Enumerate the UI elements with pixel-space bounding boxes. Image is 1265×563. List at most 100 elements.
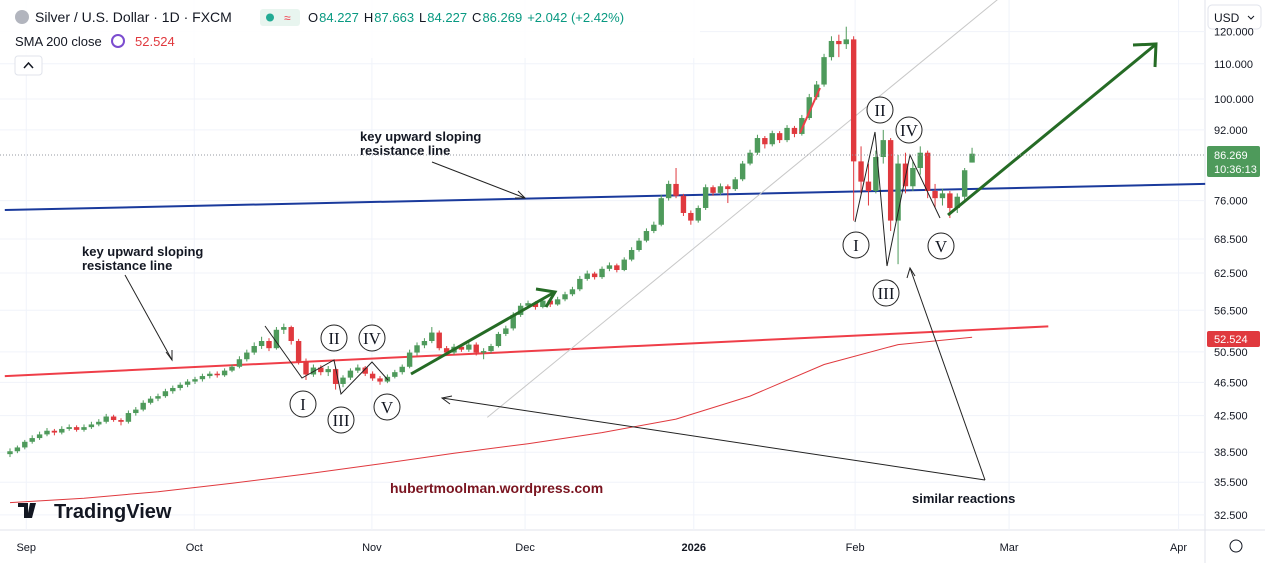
candle-body bbox=[932, 190, 938, 199]
brand: TradingView bbox=[54, 501, 172, 523]
x-tick-label: Oct bbox=[186, 542, 203, 554]
wave-label: II bbox=[874, 101, 886, 120]
candle-body bbox=[643, 231, 650, 241]
candle-body bbox=[532, 303, 539, 308]
candle-body bbox=[961, 170, 968, 197]
y-tick-label: 42.500 bbox=[1214, 411, 1248, 423]
candle-body bbox=[673, 183, 679, 196]
candle-body bbox=[591, 273, 598, 278]
candle-body bbox=[540, 300, 546, 308]
candle-body bbox=[199, 376, 206, 380]
wave-label: III bbox=[878, 284, 895, 303]
candle-body bbox=[939, 193, 946, 199]
countdown: 10:36:13 bbox=[1214, 164, 1257, 176]
x-tick-label: Nov bbox=[362, 542, 382, 554]
candle-body bbox=[887, 140, 894, 221]
candle-body bbox=[688, 212, 694, 221]
currency-button[interactable] bbox=[1207, 4, 1262, 30]
candle-body bbox=[665, 183, 672, 199]
x-tick-label: Apr bbox=[1170, 542, 1187, 554]
candle-body bbox=[843, 39, 849, 45]
candle-body bbox=[828, 40, 835, 58]
candle-body bbox=[636, 240, 642, 251]
wave-circle bbox=[327, 406, 355, 434]
candle-body bbox=[59, 428, 65, 433]
candle-body bbox=[347, 370, 354, 378]
candle-body bbox=[910, 167, 916, 187]
wave-line bbox=[264, 325, 389, 396]
candle-body bbox=[821, 57, 827, 85]
candle-body bbox=[303, 361, 309, 375]
candle-body bbox=[340, 377, 346, 384]
candle-body bbox=[754, 138, 761, 153]
wave-circle bbox=[320, 324, 348, 352]
wave-circle bbox=[289, 390, 317, 418]
candle-body bbox=[525, 303, 531, 306]
candle-body bbox=[895, 163, 901, 221]
indicator-icon bbox=[111, 34, 125, 48]
ohlc-label: H bbox=[364, 10, 373, 25]
green-arrow-head bbox=[1132, 42, 1158, 68]
wave-circle bbox=[373, 393, 401, 421]
wave-label: IV bbox=[900, 121, 919, 140]
candle-body bbox=[584, 273, 590, 279]
trend-segment bbox=[799, 87, 821, 134]
wave-circle bbox=[927, 232, 955, 260]
y-tick-label: 62.500 bbox=[1214, 268, 1248, 280]
candle-body bbox=[14, 447, 21, 452]
candle-body bbox=[244, 352, 250, 360]
candle-body bbox=[147, 398, 154, 403]
candle-body bbox=[762, 138, 768, 145]
indicator-value: 52.524 bbox=[135, 34, 175, 49]
candle-body bbox=[917, 152, 923, 168]
ohlc-value: 84.227 bbox=[427, 10, 467, 25]
candle-body bbox=[140, 402, 146, 410]
candle-body bbox=[651, 224, 657, 232]
wave-circle bbox=[866, 96, 894, 124]
candle-body bbox=[281, 327, 287, 330]
ohlc-label: O bbox=[308, 10, 318, 25]
wave-line bbox=[854, 131, 941, 267]
y-tick-label: 46.500 bbox=[1214, 377, 1248, 389]
candle-body bbox=[732, 179, 738, 190]
wave-circle bbox=[358, 324, 386, 352]
ohlc-value: 87.663 bbox=[374, 10, 414, 25]
currency: USD bbox=[1214, 11, 1240, 25]
collapse-button[interactable] bbox=[14, 55, 43, 76]
settings-icon[interactable] bbox=[1229, 539, 1243, 553]
annotation: key upward sloping resistance line bbox=[360, 129, 481, 158]
symbol-icon bbox=[15, 10, 29, 24]
wave-circle bbox=[895, 116, 923, 144]
candle-body bbox=[599, 268, 605, 278]
x-tick-label: Mar bbox=[1000, 542, 1019, 554]
candle-body bbox=[392, 372, 398, 377]
candle-body bbox=[266, 341, 272, 349]
y-tick-label: 120.000 bbox=[1214, 27, 1254, 39]
y-tick-label: 50.500 bbox=[1214, 347, 1248, 359]
candle-body bbox=[480, 351, 487, 353]
y-tick-label: 92.000 bbox=[1214, 125, 1248, 137]
candle-body bbox=[747, 152, 753, 164]
candle-body bbox=[473, 344, 479, 353]
candle-body bbox=[96, 421, 102, 425]
candle-body bbox=[873, 157, 879, 191]
candle-body bbox=[606, 265, 613, 269]
candle-body bbox=[236, 359, 243, 367]
y-tick-label: 35.500 bbox=[1214, 477, 1248, 489]
candle-body bbox=[562, 294, 568, 300]
y-tick-label: 76.000 bbox=[1214, 196, 1248, 208]
change: +2.042 (+2.42%) bbox=[527, 10, 624, 25]
candle-body bbox=[273, 329, 280, 349]
watermark: hubertmoolman.wordpress.com bbox=[390, 480, 603, 496]
candle-body bbox=[769, 133, 775, 145]
wave-label: V bbox=[381, 398, 394, 417]
ohlc-label: C bbox=[472, 10, 481, 25]
candle-body bbox=[924, 152, 931, 191]
candle-body bbox=[628, 250, 635, 260]
candle-body bbox=[429, 332, 435, 342]
x-tick-label: 2026 bbox=[682, 542, 706, 554]
x-tick-label: Sep bbox=[16, 542, 36, 554]
candle-body bbox=[29, 438, 35, 442]
